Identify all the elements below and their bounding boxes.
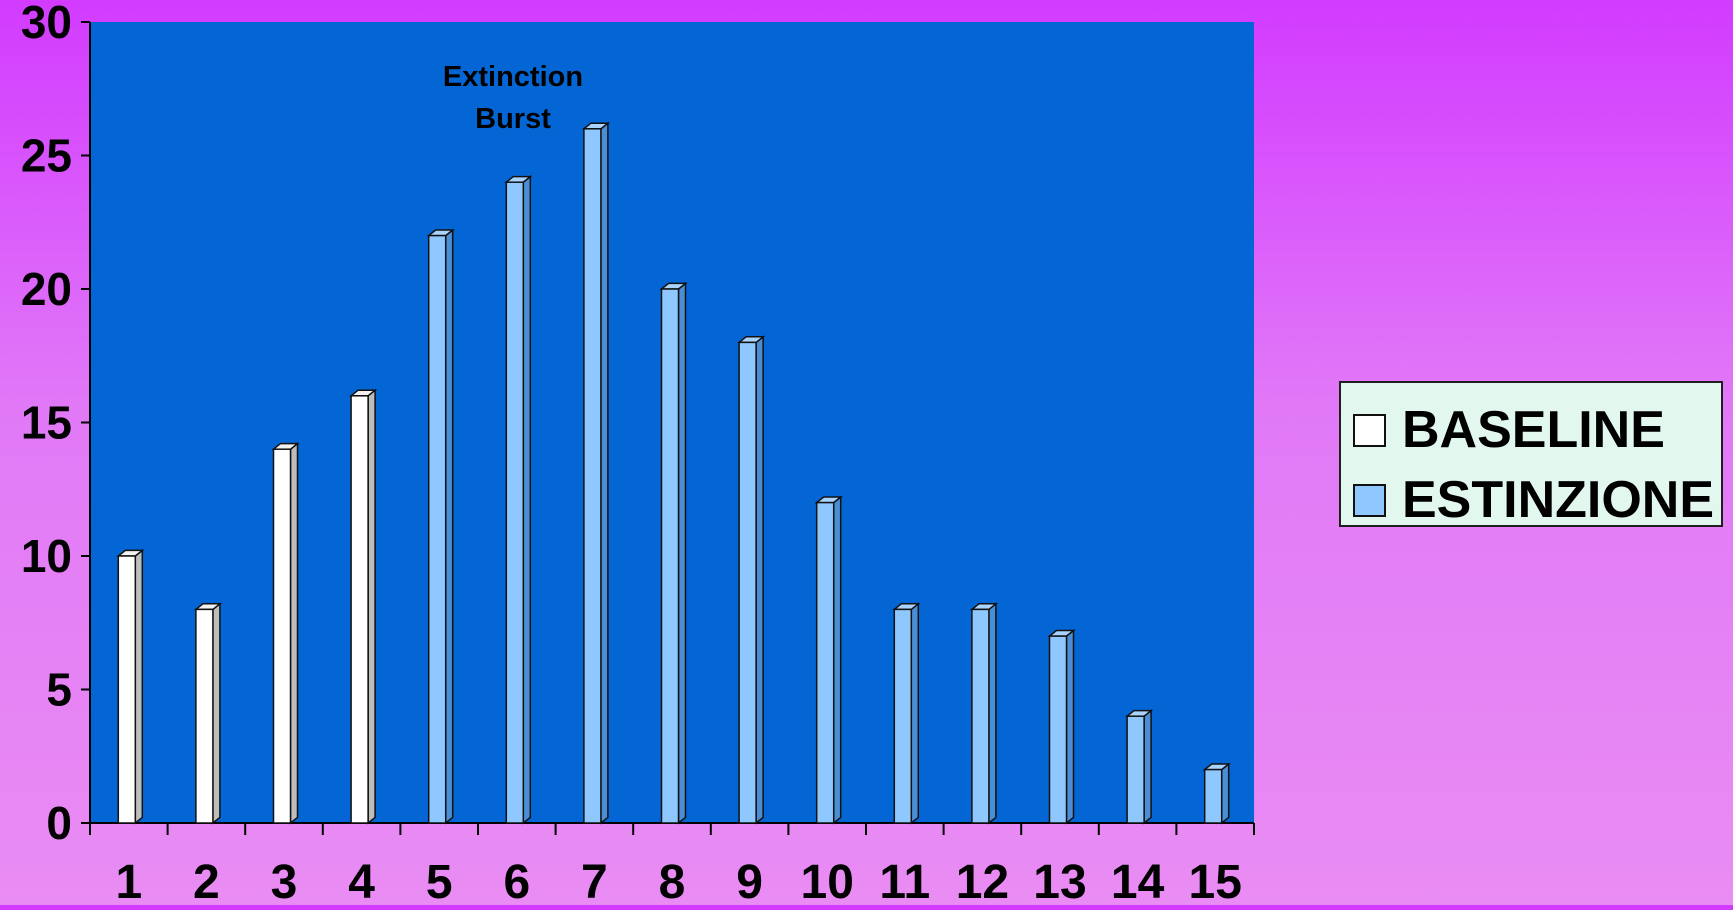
x-tick-label: 10 <box>801 856 854 905</box>
x-tick-label: 1 <box>115 856 142 905</box>
legend-label-estinzione: ESTINZIONE <box>1402 471 1715 529</box>
x-tick-label: 9 <box>736 856 763 905</box>
x-tick-label: 5 <box>426 856 453 905</box>
bar <box>738 341 757 824</box>
x-tick-label: 8 <box>659 856 686 905</box>
bar-side <box>134 548 144 825</box>
y-tick-label: 25 <box>21 130 72 182</box>
x-tick-label: 15 <box>1189 856 1242 905</box>
bar <box>815 501 835 824</box>
bar-side <box>289 442 299 825</box>
x-tick-label: 12 <box>956 856 1009 905</box>
bar-side <box>1220 762 1230 825</box>
legend: BASELINE ESTINZIONE <box>1339 381 1723 527</box>
annotation-extinction: Extinction <box>443 61 583 93</box>
x-tick-label: 6 <box>503 856 530 905</box>
x-tick-label: 7 <box>581 856 608 905</box>
legend-swatch-estinzione <box>1353 483 1386 517</box>
legend-item-estinzione: ESTINZIONE <box>1353 465 1721 535</box>
y-tick-label: 15 <box>21 397 72 449</box>
bar <box>1048 635 1068 824</box>
bar <box>505 181 525 824</box>
bar <box>583 128 602 824</box>
x-tick-label: 14 <box>1111 856 1165 905</box>
bar-side <box>677 281 687 825</box>
x-tick-label: 13 <box>1033 856 1086 905</box>
y-tick-label: 0 <box>46 797 72 849</box>
bar-side <box>444 228 454 825</box>
bar-side <box>212 602 221 825</box>
bar <box>350 395 369 824</box>
bar <box>1126 715 1145 824</box>
bar <box>272 448 292 824</box>
bar <box>660 288 680 824</box>
y-tick-label: 5 <box>46 664 72 716</box>
bar <box>427 234 447 824</box>
legend-item-baseline: BASELINE <box>1353 395 1721 465</box>
bar-side <box>600 121 609 825</box>
bar-side <box>1143 709 1152 825</box>
bar-side <box>1065 628 1075 825</box>
bar <box>1203 768 1223 824</box>
legend-label-baseline: BASELINE <box>1402 401 1665 459</box>
bar <box>893 608 913 824</box>
annotation-burst: Burst <box>475 103 551 135</box>
legend-swatch-baseline <box>1353 413 1386 447</box>
bar <box>971 608 990 824</box>
y-tick-label: 30 <box>21 0 72 48</box>
bar-side <box>522 175 532 825</box>
bar-side <box>832 495 842 825</box>
bar-side <box>755 335 764 825</box>
x-tick-label: 11 <box>879 856 930 905</box>
bar <box>195 608 214 824</box>
bar <box>117 555 137 824</box>
x-tick-label: 4 <box>348 856 375 905</box>
bar-side <box>910 602 920 825</box>
y-tick-label: 10 <box>21 530 72 582</box>
bar-side <box>988 602 997 825</box>
y-tick-label: 20 <box>21 263 72 315</box>
x-tick-label: 3 <box>271 856 298 905</box>
x-tick-label: 2 <box>193 856 220 905</box>
bar-side <box>367 388 376 825</box>
